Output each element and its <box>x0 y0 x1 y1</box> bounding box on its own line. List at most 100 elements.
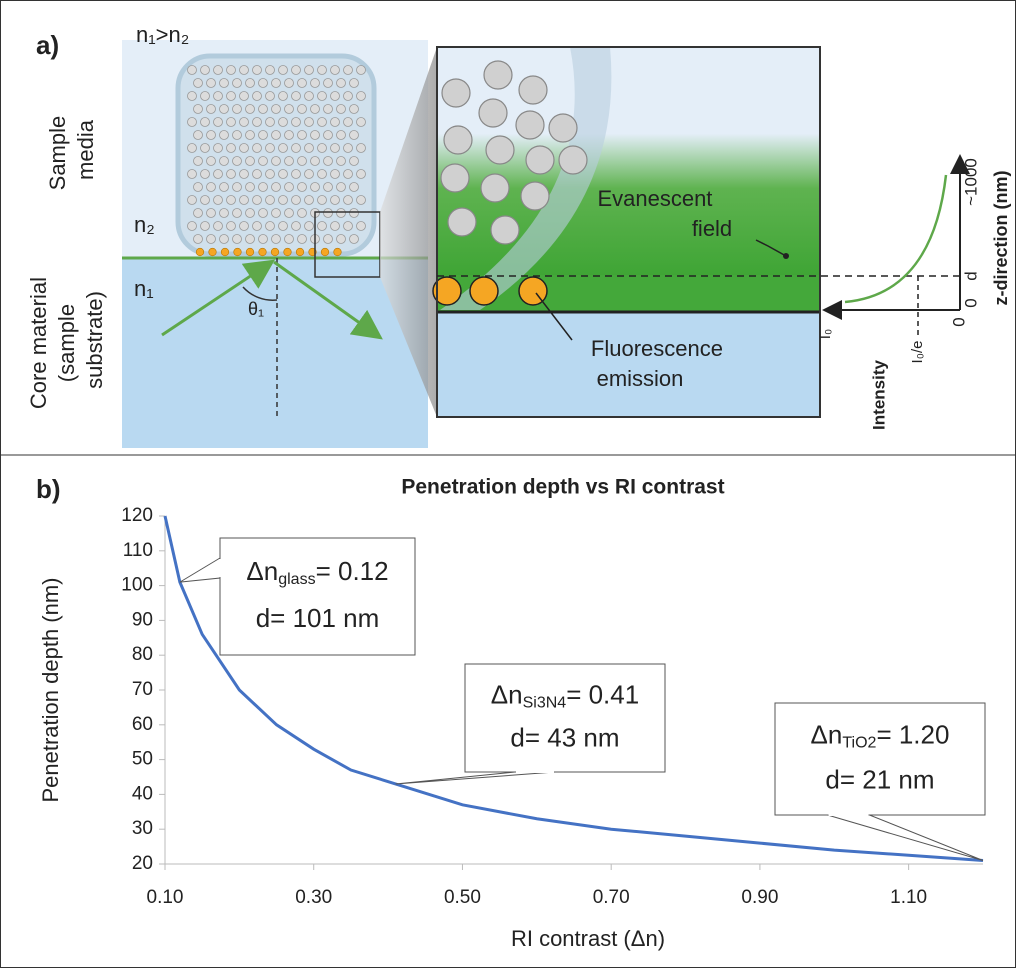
cell-dot <box>239 143 249 153</box>
cell-dot <box>219 208 229 218</box>
cell-dot <box>356 143 366 153</box>
callout-pointer <box>179 557 221 583</box>
cell-dot <box>297 182 307 192</box>
cell-dot <box>187 143 197 153</box>
cell-dot <box>291 117 301 127</box>
zoom-dot <box>558 145 588 175</box>
cell-dot <box>291 221 301 231</box>
cell-dot <box>349 234 359 244</box>
zoom-dot <box>443 125 473 155</box>
curve <box>163 515 984 863</box>
cell-dot <box>200 117 210 127</box>
cell-dot <box>219 104 229 114</box>
cell-dot <box>291 65 301 75</box>
cell-dot <box>226 117 236 127</box>
fluorophore <box>333 247 342 257</box>
zoom-dot <box>548 113 578 143</box>
cell-dot <box>239 169 249 179</box>
cell-dot <box>356 169 366 179</box>
cell-dot <box>336 182 346 192</box>
core-label-line: (sample <box>54 304 79 382</box>
cell-dot <box>200 91 210 101</box>
cell-dot <box>226 195 236 205</box>
cell-dot <box>304 65 314 75</box>
y-tick-label: 30 <box>132 818 153 839</box>
cell-dot <box>284 78 294 88</box>
cell-dot <box>200 65 210 75</box>
x-tick-label: 0.70 <box>593 887 630 908</box>
zoom-frame <box>436 46 821 418</box>
y-tick-label: 40 <box>132 783 153 804</box>
callout-box <box>464 663 666 773</box>
cell-dot <box>245 182 255 192</box>
cell-dot <box>330 117 340 127</box>
cell-dot <box>343 221 353 231</box>
cell-dot <box>336 156 346 166</box>
fluorescence-label: Fluorescence emission <box>591 336 729 391</box>
cell-dot <box>323 182 333 192</box>
cell-dot <box>206 234 216 244</box>
cell-dot <box>343 91 353 101</box>
cell-dot <box>297 104 307 114</box>
zoom-dot <box>478 98 508 128</box>
cell-dot <box>206 78 216 88</box>
cell-dot <box>310 78 320 88</box>
callout-symbol: Δn <box>811 719 843 749</box>
cell-dot <box>297 130 307 140</box>
zoom-dot <box>520 181 550 211</box>
cell-dot <box>219 156 229 166</box>
cell-dot <box>297 78 307 88</box>
fluorophore <box>320 247 330 257</box>
cell-dot <box>239 117 249 127</box>
zoom-dot <box>483 60 513 90</box>
cell-dot <box>239 91 249 101</box>
cell-dot <box>297 208 307 218</box>
cell-dot <box>278 195 288 205</box>
callout-subscript: glass <box>278 571 315 588</box>
cell-dot <box>304 91 314 101</box>
cell-dot <box>271 208 281 218</box>
y-tick-label: 20 <box>132 853 153 874</box>
cell-dot <box>323 156 333 166</box>
cell-dot <box>349 156 359 166</box>
zoom-core <box>437 312 820 417</box>
fluorophore <box>258 247 267 257</box>
zoom-dot <box>441 78 471 108</box>
cell-dot <box>310 130 320 140</box>
cell-dot <box>330 65 340 75</box>
cell-dot <box>278 221 288 231</box>
angle-label: θ₁ <box>248 299 264 319</box>
cell-dot <box>219 78 229 88</box>
cell-dot <box>252 143 262 153</box>
y-tick-label: 80 <box>132 644 153 665</box>
core-label-line: substrate) <box>82 291 107 389</box>
cell-dot <box>304 143 314 153</box>
z-zero-label: 0 <box>961 298 980 307</box>
callout-value: = 1.20 <box>876 719 949 749</box>
cell-dot <box>213 117 223 127</box>
i0e-label: I₀/e <box>909 341 926 364</box>
y-tick-label: 120 <box>121 505 153 526</box>
index-condition: n₁>n₂ <box>136 22 189 47</box>
cell-dot <box>291 169 301 179</box>
cell-dot <box>271 182 281 192</box>
y-tick-label: 70 <box>132 679 153 700</box>
cell-dot <box>356 221 366 231</box>
cell-dot <box>226 221 236 231</box>
callout-symbol: Δn <box>246 556 278 586</box>
cell-dot <box>304 195 314 205</box>
cell-dot <box>187 221 197 231</box>
field-pointer-dot <box>783 253 789 259</box>
zoom-dots <box>432 60 588 306</box>
cell-dot <box>343 195 353 205</box>
cell-dot <box>232 78 242 88</box>
cell-dot <box>310 156 320 166</box>
cell-dot <box>317 65 327 75</box>
cell-dot <box>349 130 359 140</box>
cell-dot <box>252 117 262 127</box>
cell-dot <box>265 221 275 231</box>
cell-dot <box>271 156 281 166</box>
callout-box <box>774 702 986 816</box>
cell-dot <box>187 91 197 101</box>
panel-b: b) Penetration depth vs RI contrast RI c… <box>36 474 986 951</box>
